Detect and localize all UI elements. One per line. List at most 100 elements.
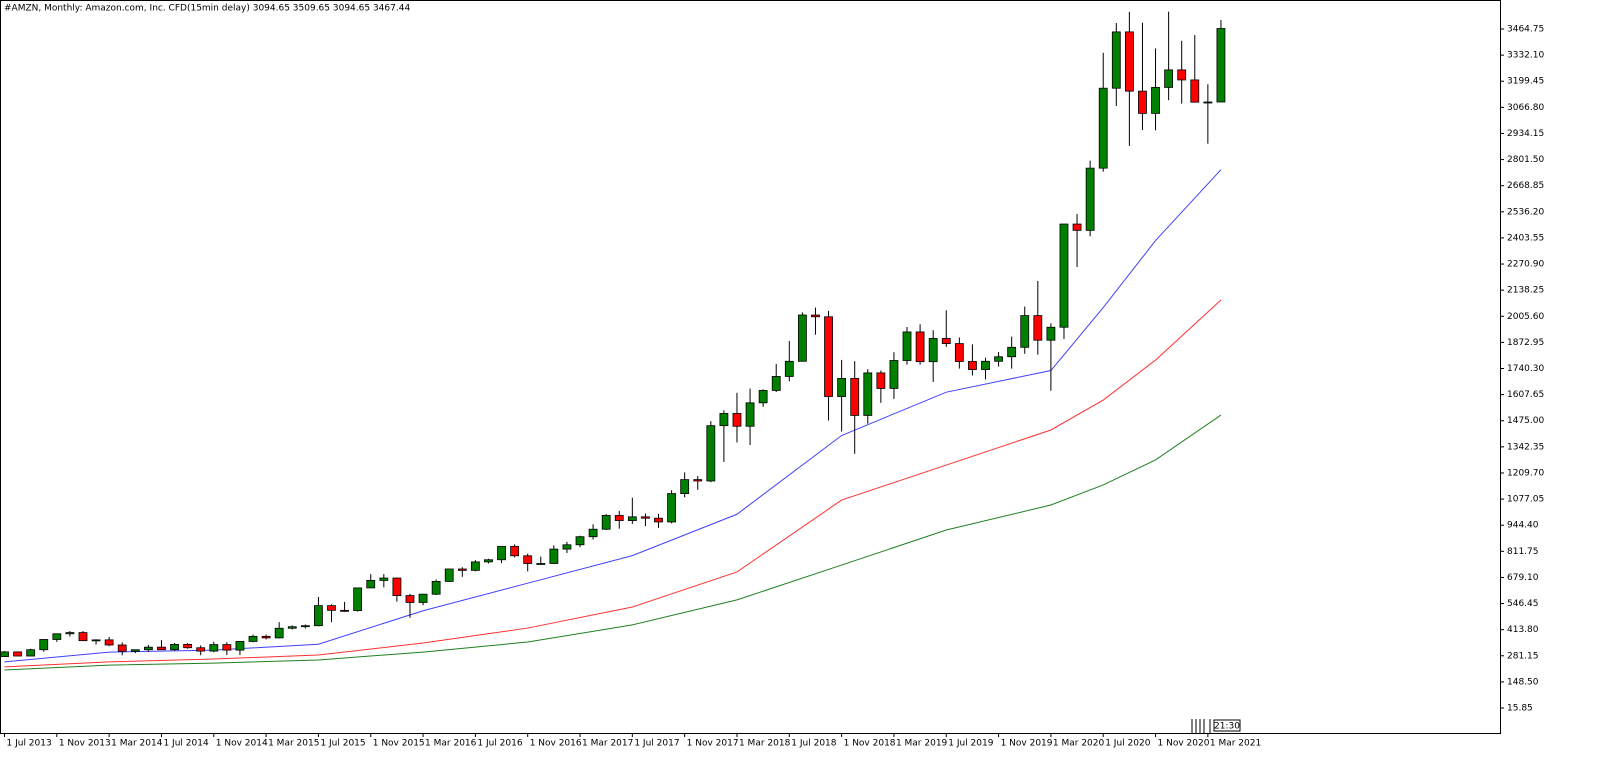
candle-body	[1072, 223, 1082, 231]
y-tick-label: 2403.55	[1507, 233, 1544, 243]
x-tick-label: 1 Nov 2020	[1158, 739, 1210, 749]
candle-body	[1098, 87, 1108, 169]
candle-body	[1111, 31, 1121, 89]
candle-body	[994, 356, 1003, 362]
candle-body	[968, 361, 977, 370]
x-tick-label: 1 Mar 2020	[1053, 739, 1105, 749]
candle-body	[235, 641, 245, 651]
candle-body	[130, 649, 140, 652]
moving-average-line	[4, 299, 1222, 668]
candle-body	[1085, 167, 1095, 231]
candle-body	[1059, 223, 1069, 328]
x-tick-label: 1 Jul 2020	[1105, 739, 1150, 749]
y-tick-label: 2668.85	[1507, 181, 1544, 191]
candle-body	[1033, 315, 1043, 341]
y-tick-label: 811.75	[1507, 547, 1539, 557]
plot-frame	[0, 0, 1501, 734]
candle-body	[340, 609, 349, 612]
y-tick-label: 2270.90	[1507, 260, 1544, 270]
candle-body	[797, 314, 807, 362]
candle-body	[811, 314, 820, 318]
candle-body	[222, 644, 232, 651]
x-tick-label: 1 Mar 2017	[582, 739, 633, 749]
y-tick-label: 2138.25	[1507, 286, 1544, 296]
candle-body	[1216, 28, 1226, 103]
x-tick-label: 1 Nov 2013	[59, 739, 111, 749]
candle-body	[497, 545, 506, 561]
candle-body	[745, 402, 755, 427]
candle-body	[641, 516, 650, 519]
candle-body	[52, 633, 62, 640]
candle-body	[418, 593, 428, 603]
y-tick-label: 1077.05	[1507, 495, 1544, 505]
candle-body	[1151, 87, 1160, 114]
x-tick-label: 1 Jul 2013	[7, 739, 52, 749]
y-tick-label: 15.85	[1507, 704, 1533, 714]
y-tick-label: 3464.75	[1507, 24, 1544, 34]
x-tick-label: 1 Mar 2016	[425, 739, 477, 749]
candle-body	[91, 639, 101, 642]
candle-body	[837, 378, 847, 397]
candle-body	[732, 413, 742, 427]
x-tick-label: 1 Nov 2018	[844, 739, 896, 749]
candle-body	[117, 644, 127, 652]
candle-body	[405, 595, 415, 603]
y-tick-label: 1475.00	[1507, 416, 1544, 426]
candle-body	[366, 580, 376, 589]
candle-body	[654, 517, 663, 523]
candle-body	[876, 372, 886, 389]
candle-body	[444, 568, 454, 582]
y-tick-label: 1740.30	[1507, 364, 1544, 374]
y-tick-label: 413.80	[1507, 625, 1539, 635]
candle-body	[157, 646, 166, 651]
candle-body	[510, 545, 520, 557]
candle-body	[170, 644, 179, 651]
y-tick-label: 281.15	[1507, 651, 1539, 661]
y-tick-label: 3199.45	[1507, 77, 1544, 87]
candle-body	[1177, 69, 1187, 81]
candle-body	[300, 625, 310, 628]
candle-body	[928, 338, 938, 363]
candle-body	[104, 639, 114, 646]
timer-box	[1213, 719, 1241, 732]
candle-body	[706, 425, 716, 482]
y-tick-label: 1342.35	[1507, 442, 1544, 452]
candle-body	[143, 646, 153, 651]
x-tick-label: 1 Mar 2021	[1210, 739, 1261, 749]
candle-body	[667, 493, 676, 523]
candle-body	[39, 639, 49, 651]
candle-body	[784, 360, 794, 377]
candle-body	[771, 376, 781, 391]
x-tick-label: 1 Mar 2018	[739, 739, 791, 749]
candle-body	[1190, 79, 1200, 103]
x-tick-label: 1 Mar 2014	[111, 739, 163, 749]
candle-body	[327, 605, 336, 611]
x-tick-label: 1 Jul 2014	[163, 739, 208, 749]
x-tick-label: 1 Nov 2015	[373, 739, 425, 749]
x-tick-label: 1 Nov 2014	[216, 739, 268, 749]
candle-body	[889, 360, 899, 389]
candle-body	[627, 516, 637, 521]
candle-body	[1203, 101, 1213, 104]
candle-body	[457, 568, 467, 571]
candle-body	[575, 536, 585, 546]
chart-title: #AMZN, Monthly: Amazon.com, Inc. CFD(15m…	[4, 4, 410, 14]
candle-body	[680, 479, 690, 494]
candle-body	[431, 580, 441, 595]
candle-body	[209, 644, 219, 652]
candle-body	[549, 548, 559, 564]
y-tick-label: 1607.65	[1507, 390, 1544, 400]
candle-body	[379, 577, 389, 581]
y-tick-label: 2801.50	[1507, 155, 1544, 165]
candle-body	[824, 316, 833, 397]
candle-body	[758, 390, 768, 404]
candle-body	[1138, 90, 1147, 114]
candle-body	[392, 577, 402, 596]
candle-body	[78, 632, 88, 642]
candle-body	[13, 651, 22, 657]
y-tick-label: 3332.10	[1507, 51, 1544, 61]
y-tick-label: 1872.95	[1507, 338, 1544, 348]
candle-body	[1124, 31, 1134, 92]
candle-body	[719, 413, 729, 427]
